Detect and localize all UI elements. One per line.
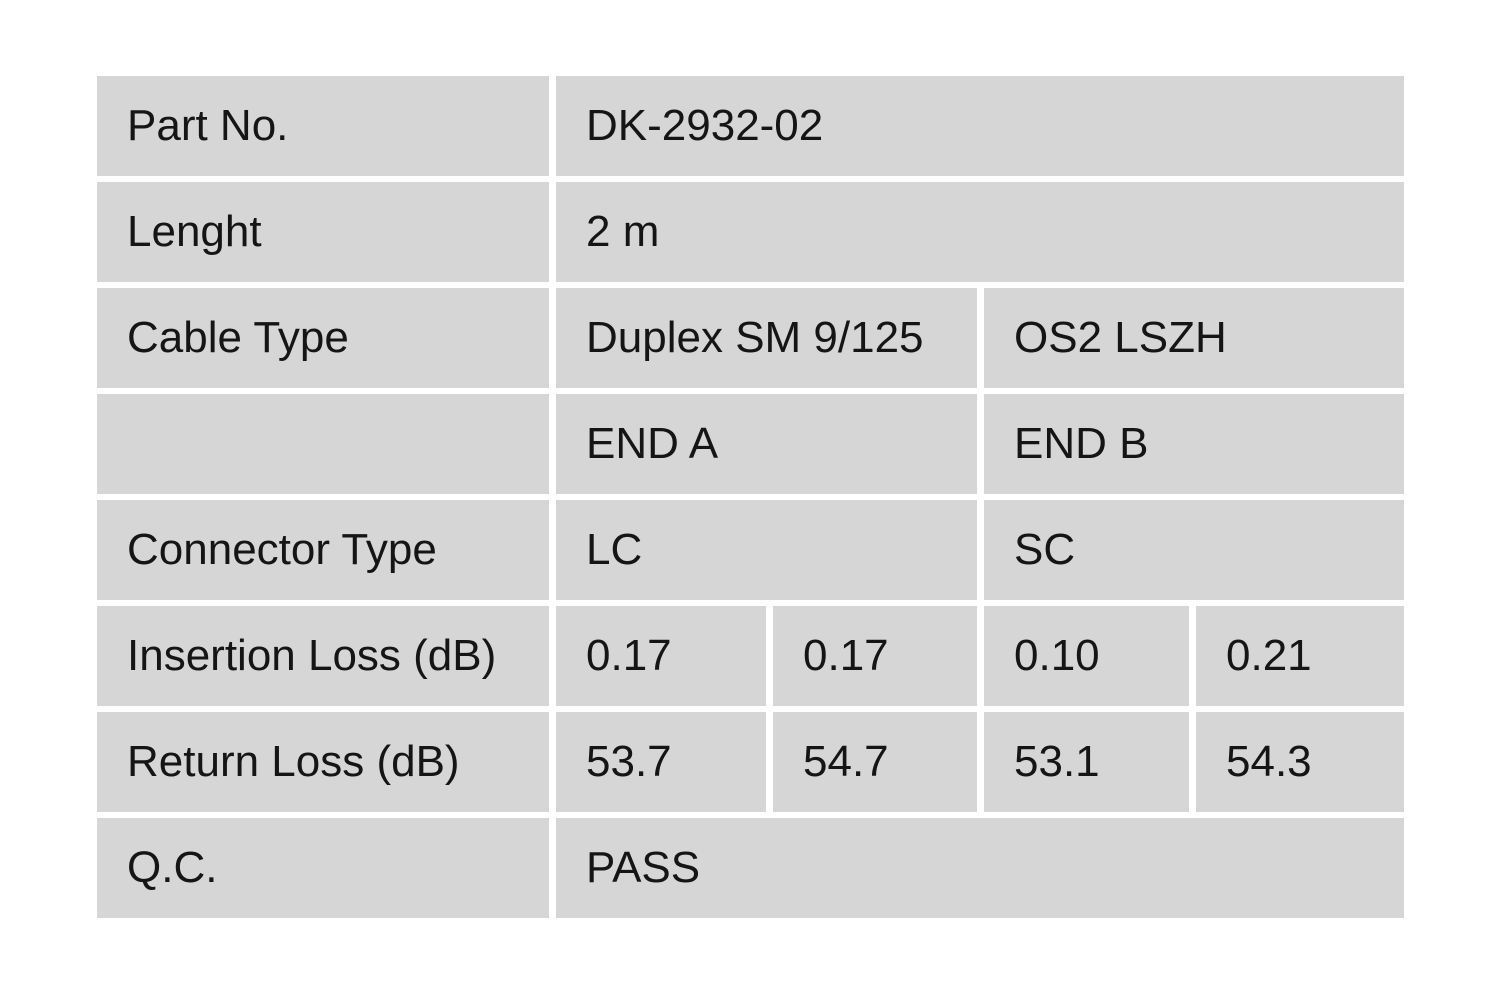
part-no-value: DK-2932-02 (556, 76, 1404, 176)
connector-type-end-b: SC (984, 500, 1404, 600)
end-a-header: END A (556, 394, 977, 494)
part-no-label: Part No. (97, 76, 549, 176)
length-label: Lenght (97, 182, 549, 282)
cable-type-value-1: Duplex SM 9/125 (556, 288, 977, 388)
insertion-loss-value-3: 0.10 (984, 606, 1189, 706)
return-loss-value-2: 54.7 (773, 712, 977, 812)
end-header-spacer (97, 394, 549, 494)
return-loss-label: Return Loss (dB) (97, 712, 549, 812)
connector-type-end-a: LC (556, 500, 977, 600)
return-loss-value-4: 54.3 (1196, 712, 1404, 812)
insertion-loss-value-4: 0.21 (1196, 606, 1404, 706)
length-value: 2 m (556, 182, 1404, 282)
spec-table: Part No. DK-2932-02 Lenght 2 m Cable Typ… (97, 76, 1404, 918)
connector-type-label: Connector Type (97, 500, 549, 600)
end-b-header: END B (984, 394, 1404, 494)
qc-label: Q.C. (97, 818, 549, 918)
qc-value: PASS (556, 818, 1404, 918)
cable-type-label: Cable Type (97, 288, 549, 388)
return-loss-value-1: 53.7 (556, 712, 766, 812)
insertion-loss-value-2: 0.17 (773, 606, 977, 706)
cable-type-value-2: OS2 LSZH (984, 288, 1404, 388)
insertion-loss-value-1: 0.17 (556, 606, 766, 706)
insertion-loss-label: Insertion Loss (dB) (97, 606, 549, 706)
return-loss-value-3: 53.1 (984, 712, 1189, 812)
